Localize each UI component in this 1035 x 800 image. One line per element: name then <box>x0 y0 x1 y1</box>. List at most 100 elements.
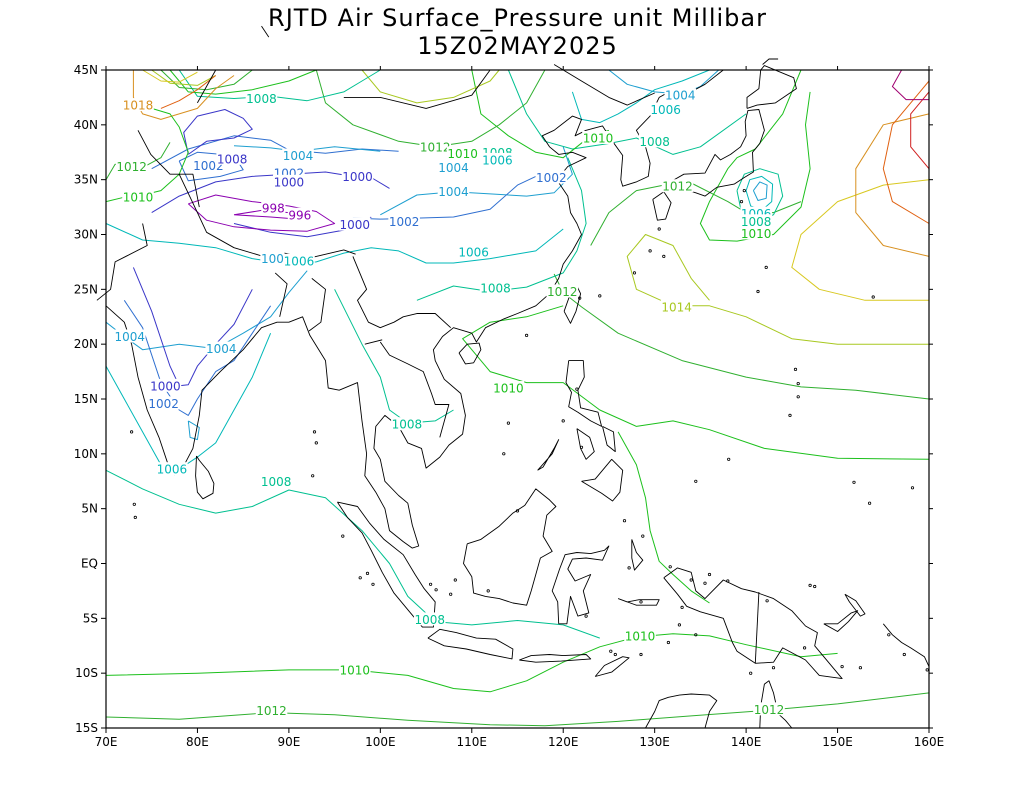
contour-label-bg <box>147 396 180 410</box>
contour-label-bg <box>205 341 238 355</box>
contour-label: 100 <box>261 252 284 266</box>
isobar-1008 <box>507 69 747 155</box>
contour-label: 1006 <box>458 246 489 260</box>
coastline <box>364 339 383 345</box>
island <box>662 254 666 258</box>
island <box>694 633 698 637</box>
coastline <box>645 693 718 729</box>
island <box>627 566 631 570</box>
contour-label-bg <box>192 158 225 172</box>
contour-label: 1010 <box>493 382 524 396</box>
isobar-1010 <box>699 69 811 242</box>
contour-label: 1008 <box>217 152 248 166</box>
contour-label: 1012 <box>116 160 147 174</box>
isobar-1010 <box>169 69 317 95</box>
island <box>703 581 707 585</box>
island <box>925 668 929 672</box>
coastline <box>137 130 200 208</box>
isobar-1002 <box>151 135 399 170</box>
contour-label-bg <box>457 245 490 259</box>
island <box>813 584 817 589</box>
contour-label: 1012 <box>662 180 693 194</box>
contour-label: 1000 <box>342 170 373 184</box>
contour-label: 1002 <box>536 171 567 185</box>
coastline <box>746 65 797 109</box>
contour-label: 1004 <box>115 330 146 344</box>
island <box>858 666 863 670</box>
contour-label-bg <box>582 130 614 144</box>
island <box>133 515 137 520</box>
island <box>311 474 315 478</box>
isobar-1022 <box>910 91 930 170</box>
contour-label: 1012 <box>754 703 785 717</box>
contour-label-bg <box>740 214 772 228</box>
contour-label-bg <box>260 251 285 265</box>
isobar-1010 <box>462 305 930 460</box>
island <box>486 589 490 593</box>
contour-label: 1008 <box>741 215 772 229</box>
isobar-1002 <box>123 300 272 416</box>
island <box>639 600 643 604</box>
island <box>648 249 652 253</box>
isobar-1002 <box>352 170 564 220</box>
lon-tick-label: 140E <box>731 735 762 749</box>
contour-label: 1012 <box>547 285 578 299</box>
contour-label: 1010 <box>625 629 656 643</box>
island <box>584 614 588 618</box>
island <box>677 623 682 627</box>
island <box>524 333 529 337</box>
isobar-1012 <box>553 273 930 400</box>
contour-label: 1010 <box>583 131 614 145</box>
isobar-1000 <box>132 267 253 387</box>
lon-tick-label: 70E <box>95 735 118 749</box>
isobar-1006 <box>571 69 710 124</box>
island <box>579 445 584 449</box>
coastline <box>427 628 514 660</box>
island <box>575 387 579 391</box>
lon-tick-label: 130E <box>639 735 670 749</box>
isobar-1008 <box>416 157 587 301</box>
coastline <box>617 598 660 606</box>
contour-label: 1004 <box>665 89 696 103</box>
island <box>765 599 769 603</box>
contour-label-bg <box>660 299 693 313</box>
lon-tick-label: 90E <box>277 735 300 749</box>
contour-label: 1002 <box>148 397 179 411</box>
isobar-1008 <box>334 289 454 424</box>
contour-label-bg <box>338 217 371 231</box>
lat-tick-label: 5N <box>81 502 98 516</box>
island <box>561 419 565 423</box>
lat-tick-label: 15S <box>75 721 98 735</box>
isobar-1006 <box>745 175 774 211</box>
island <box>506 421 510 425</box>
isobar-lines <box>105 69 930 727</box>
coastline <box>458 342 482 365</box>
contour-label: 1012 <box>420 140 451 154</box>
island <box>358 576 362 580</box>
isobar-1002 <box>178 151 244 182</box>
contour-label-bg <box>122 190 154 204</box>
island <box>598 294 602 298</box>
island <box>132 502 136 506</box>
coastline <box>274 272 288 317</box>
coastline <box>576 428 595 460</box>
contour-label-bg <box>413 612 446 626</box>
contour-label-bg <box>287 207 312 221</box>
contour-label-bg <box>753 702 785 716</box>
island <box>657 227 661 231</box>
isobar-1018 <box>855 113 930 257</box>
island <box>312 430 317 434</box>
isobar-1004 <box>608 69 720 95</box>
contour-label-bg <box>492 381 525 395</box>
island <box>689 578 693 582</box>
lon-tick-label: 160E <box>914 735 945 749</box>
island <box>668 565 672 569</box>
island <box>428 582 433 586</box>
isobar-1014 <box>151 69 216 86</box>
island <box>449 592 453 596</box>
contour-label: 1008 <box>246 92 277 106</box>
contour-label-bg <box>156 462 188 476</box>
isobar-1006 <box>105 333 272 470</box>
title-line-product: RJTD Air Surface_Pressure unit Millibar <box>268 4 767 32</box>
coastline <box>882 623 930 667</box>
